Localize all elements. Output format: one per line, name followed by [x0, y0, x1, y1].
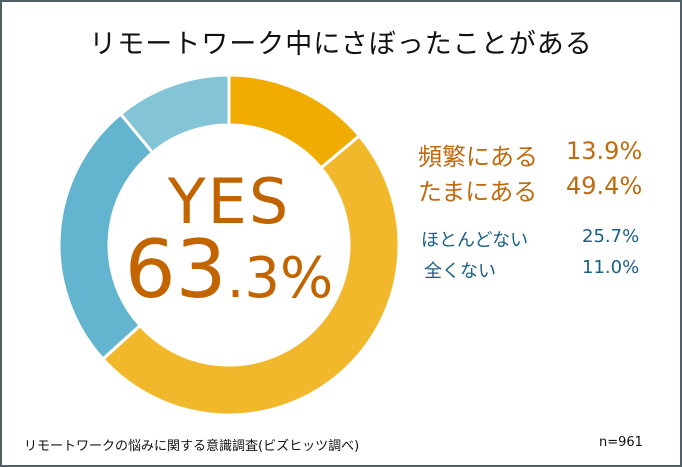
legend-value: 25.7%	[582, 226, 640, 247]
legend-label: ほとんどない	[421, 230, 529, 251]
donut-slice-1	[100, 133, 401, 417]
sample-size: n=961	[599, 435, 643, 450]
source-note: リモートワークの悩みに関する意識調査(ビズヒッツ調べ)	[24, 439, 360, 454]
center-yes-label: YES	[167, 165, 291, 238]
legend-value: 49.4%	[566, 172, 643, 200]
center-value-main: 63	[124, 223, 227, 316]
chart-title: リモートワーク中にさぼったことがある	[89, 29, 593, 60]
legend-value: 11.0%	[582, 257, 640, 278]
donut-slice-3	[118, 73, 231, 155]
legend-label: たまにある	[418, 178, 538, 206]
legend-value: 13.9%	[566, 137, 643, 165]
center-value-sub: .3%	[226, 246, 334, 311]
legend-label: 頻繁にある	[418, 143, 538, 171]
center-yes-value: 63.3%	[109, 225, 349, 324]
legend-label: 全くない	[424, 261, 496, 282]
